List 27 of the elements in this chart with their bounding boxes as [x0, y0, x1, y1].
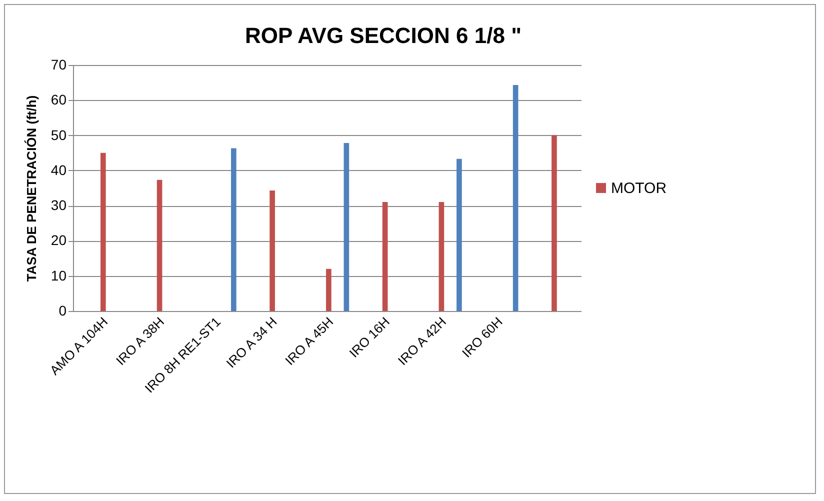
x-tick-label: IRO A 45H: [282, 314, 336, 368]
bar: [552, 135, 557, 311]
x-tick-label: IRO A 42H: [394, 314, 449, 368]
bar: [270, 190, 275, 311]
bar: [156, 180, 162, 311]
bar: [231, 148, 236, 311]
y-tick-label: 70: [50, 56, 67, 72]
y-tick-label: 60: [50, 92, 67, 108]
bar: [456, 158, 462, 311]
y-tick-label: 50: [50, 126, 67, 143]
chart-title: ROP AVG SECCION 6 1/8 ": [244, 23, 522, 48]
bar: [344, 143, 350, 311]
y-tick-label: 0: [58, 302, 67, 318]
y-axis-title: TASA DE PENETRACIÓN (ft/h): [24, 95, 39, 282]
y-tick-label: 40: [50, 162, 67, 178]
y-tick-label: 10: [50, 267, 67, 284]
bar: [438, 202, 444, 311]
y-tick-label: 20: [50, 232, 67, 248]
y-tick-label: 30: [50, 197, 67, 214]
bar: [326, 268, 332, 311]
bar: [512, 85, 518, 311]
bar: [100, 152, 106, 311]
legend-label: MOTOR: [611, 180, 667, 197]
x-tick-label: IRO 16H: [346, 314, 393, 360]
x-tick-label: IRO 60H: [458, 314, 506, 360]
x-tick-label: IRO A 34 H: [223, 314, 280, 371]
bar: [382, 202, 388, 311]
